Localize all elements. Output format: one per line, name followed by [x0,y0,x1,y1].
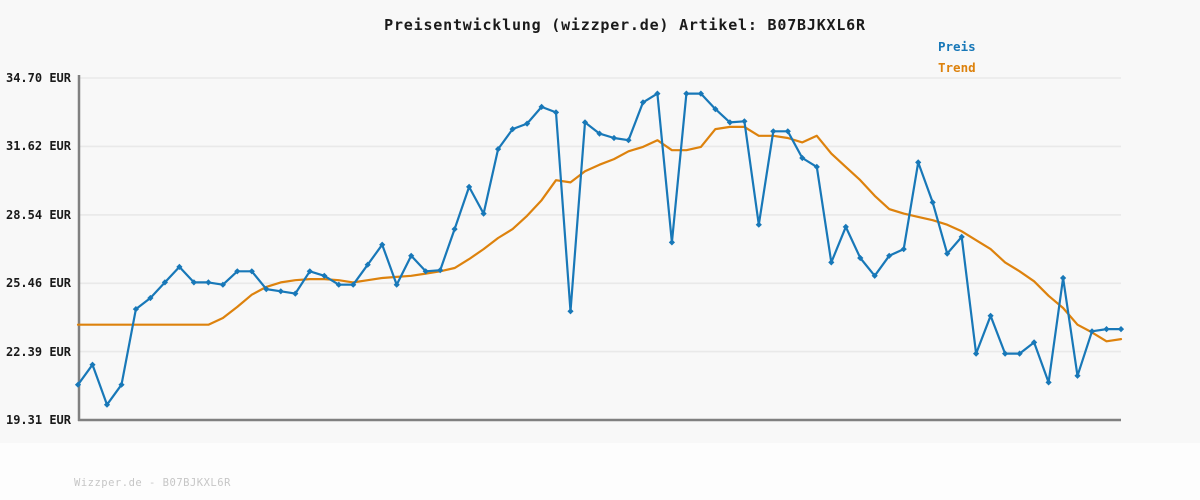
legend-item-preis: Preis [938,39,976,54]
preis-markers [74,90,1125,408]
y-axis-tick-label: 34.70 EUR [5,71,71,85]
trend-line [76,125,1123,343]
plot-area [74,75,1125,422]
y-axis-tick-label: 19.31 EUR [5,413,71,427]
chart-title: Preisentwicklung (wizzper.de) Artikel: B… [384,16,866,34]
chart-background [0,0,1200,443]
preis-line [76,92,1123,406]
y-axis-tick-label: 28.54 EUR [5,207,71,222]
y-axis-tick-label: 25.46 EUR [5,276,71,291]
y-axis: 19.31 EUR 22.39 EUR 25.46 EUR 28.54 EUR 31.6… [0,0,78,443]
legend-item-trend: Trend [938,60,976,75]
y-axis-tick-label: 22.39 EUR [5,344,71,359]
watermark-text: Wizzper.de - B07BJKXL6R [74,477,231,489]
y-axis-tick-label: 31.62 EUR [5,139,71,154]
